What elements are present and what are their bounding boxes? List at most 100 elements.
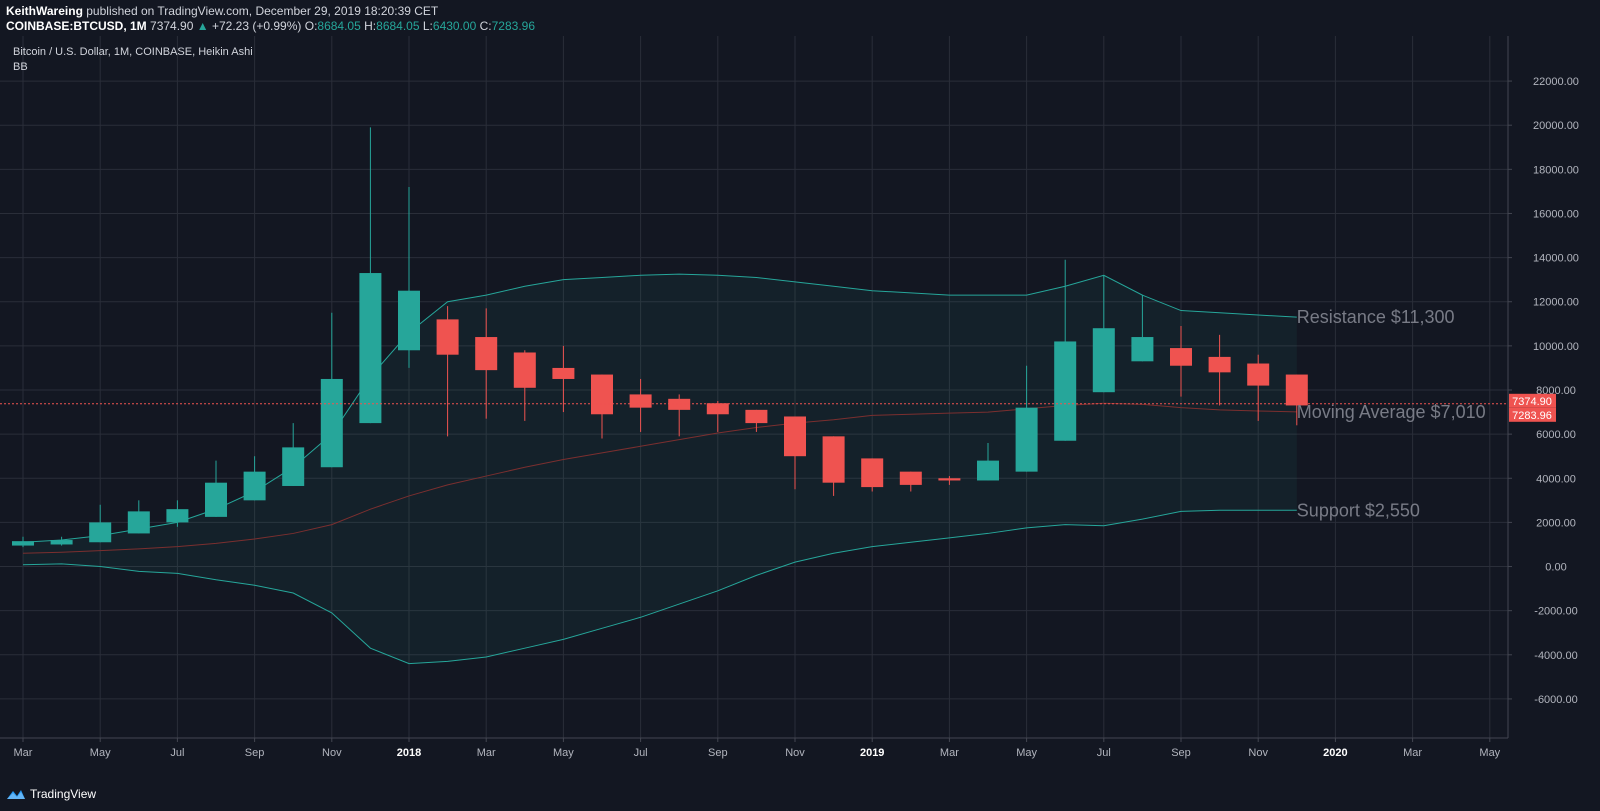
chart-header: KeithWareing published on TradingView.co…: [6, 4, 535, 34]
close-value: 7283.96: [491, 19, 536, 33]
candle-body[interactable]: [282, 447, 305, 486]
candle-body[interactable]: [1208, 356, 1231, 373]
candle-body[interactable]: [359, 273, 382, 424]
y-tick-label: 10000.00: [1533, 341, 1579, 353]
publish-text: published on TradingView.com, December 2…: [86, 4, 439, 18]
candle-body[interactable]: [552, 367, 575, 379]
x-tick-label: 2019: [860, 747, 884, 759]
x-tick-label: 2018: [397, 747, 421, 759]
y-tick-label: 14000.00: [1533, 253, 1579, 265]
y-tick-label: 18000.00: [1533, 164, 1579, 176]
bollinger-band-fill: [23, 274, 1297, 664]
publish-info: KeithWareing published on TradingView.co…: [6, 4, 535, 19]
candle-body[interactable]: [977, 460, 999, 481]
y-tick-label: 12000.00: [1533, 297, 1579, 309]
candle-body[interactable]: [1285, 374, 1308, 406]
price-label-bg: [1509, 407, 1556, 422]
candle-body[interactable]: [784, 416, 806, 457]
candle-body[interactable]: [1131, 337, 1154, 362]
candle-body[interactable]: [899, 471, 922, 485]
price-label-bg: [1509, 393, 1556, 408]
candle-body[interactable]: [822, 436, 845, 483]
x-tick-label: 2020: [1323, 747, 1347, 759]
candle-body[interactable]: [436, 319, 459, 355]
last-price: 7374.90: [150, 19, 194, 33]
candle-body[interactable]: [1170, 348, 1192, 366]
price-chart[interactable]: Resistance $11,300 Moving Average $7,010 S…: [0, 36, 1600, 776]
x-tick-label: May: [553, 747, 574, 759]
candle-body[interactable]: [629, 394, 652, 408]
candle-body[interactable]: [1247, 363, 1270, 386]
candle-body[interactable]: [243, 471, 266, 501]
tradingview-logo-icon: [7, 790, 25, 799]
x-tick-label: Sep: [245, 747, 265, 759]
candle-body[interactable]: [668, 398, 691, 410]
candle-body[interactable]: [398, 290, 420, 351]
candle-body[interactable]: [513, 352, 536, 388]
candle-body[interactable]: [127, 511, 150, 534]
bollinger-lower-line: [22, 509, 1297, 665]
footer: TradingView: [6, 787, 96, 801]
candle-body[interactable]: [1092, 328, 1115, 393]
x-tick-label: Jul: [170, 747, 184, 759]
annotation-label: Moving Average $7,010: [1297, 402, 1486, 422]
y-tick-label: 4000.00: [1536, 473, 1576, 485]
x-tick-label: Mar: [477, 747, 496, 759]
y-tick-label: -2000.00: [1534, 606, 1577, 618]
candle-body[interactable]: [861, 458, 884, 488]
candle-body[interactable]: [166, 509, 189, 523]
candle-body[interactable]: [205, 482, 227, 517]
candle-body[interactable]: [1054, 341, 1077, 441]
bollinger-upper-line: [22, 273, 1297, 543]
ohlc-row: COINBASE:BTCUSD, 1M 7374.90 ▲ +72.23 (+0…: [6, 19, 535, 34]
footer-brand[interactable]: TradingView: [30, 787, 97, 801]
x-tick-label: Nov: [785, 747, 805, 759]
candle-body[interactable]: [706, 403, 729, 415]
candle-body[interactable]: [745, 409, 768, 424]
chart-legend-title: Bitcoin / U.S. Dollar, 1M, COINBASE, Hei…: [13, 46, 253, 58]
y-tick-label: -6000.00: [1534, 694, 1577, 706]
price-change: +72.23 (+0.99%): [211, 19, 302, 33]
candle-body[interactable]: [475, 337, 498, 371]
open-label: O:: [304, 19, 318, 33]
price-label: 7283.96: [1512, 410, 1552, 422]
high-value: 8684.05: [376, 19, 420, 33]
annotation-label: Support $2,550: [1297, 500, 1420, 520]
bollinger-basis-line: [22, 402, 1297, 554]
y-tick-label: -4000.00: [1534, 650, 1577, 662]
x-tick-label: Sep: [1171, 747, 1191, 759]
candle-body[interactable]: [591, 374, 613, 415]
low-value: 6430.00: [432, 19, 477, 33]
candle-body[interactable]: [320, 378, 343, 468]
x-tick-label: Nov: [1248, 747, 1268, 759]
y-tick-label: 22000.00: [1533, 76, 1579, 88]
x-tick-label: Mar: [14, 747, 33, 759]
close-label: C:: [479, 19, 492, 33]
candle-body[interactable]: [50, 540, 73, 545]
x-tick-label: May: [90, 747, 111, 759]
x-tick-label: Mar: [940, 747, 959, 759]
candle-body[interactable]: [938, 478, 961, 481]
annotation-label: Resistance $11,300: [1297, 307, 1455, 327]
x-tick-label: Jul: [1097, 747, 1111, 759]
x-tick-label: May: [1479, 747, 1500, 759]
x-tick-label: Sep: [708, 747, 728, 759]
author-name[interactable]: KeithWareing: [6, 4, 83, 18]
price-label: 7374.90: [1512, 396, 1552, 408]
y-tick-label: 6000.00: [1536, 429, 1576, 441]
y-tick-label: 16000.00: [1533, 208, 1579, 220]
low-label: L:: [422, 19, 433, 33]
x-tick-label: Mar: [1403, 747, 1422, 759]
indicator-legend[interactable]: BB: [13, 61, 28, 73]
candle-body[interactable]: [1015, 407, 1038, 472]
symbol-label: COINBASE:BTCUSD, 1M: [6, 19, 147, 33]
candle-body[interactable]: [89, 522, 112, 543]
candle-body[interactable]: [12, 541, 34, 546]
x-tick-label: Nov: [322, 747, 342, 759]
x-tick-label: May: [1016, 747, 1037, 759]
open-value: 8684.05: [317, 19, 361, 33]
y-tick-label: 2000.00: [1536, 517, 1576, 529]
change-up-icon: ▲: [196, 19, 209, 33]
y-tick-label: 20000.00: [1533, 120, 1579, 132]
high-label: H:: [364, 19, 377, 33]
